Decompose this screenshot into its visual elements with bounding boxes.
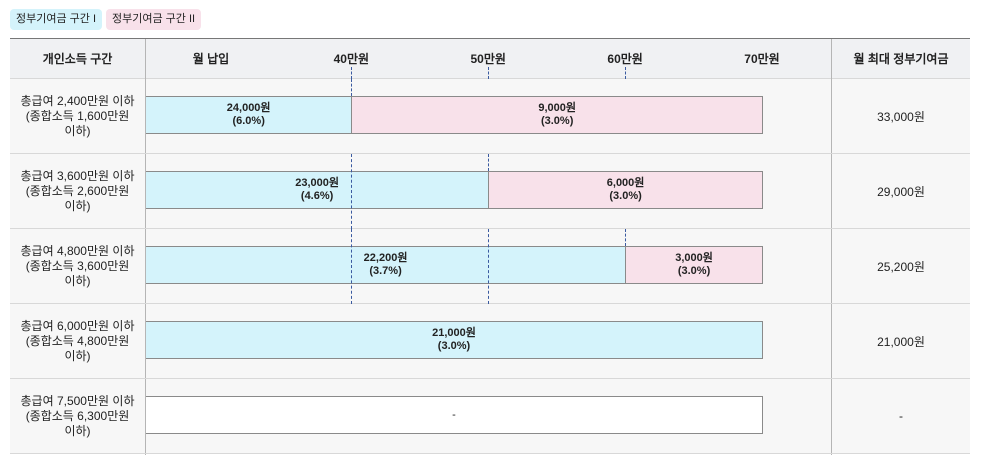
max-contribution-value: 29,000원: [877, 184, 925, 199]
segment-amount-label: 21,000원: [432, 327, 476, 339]
bar-segment-tier-2: 3,000원 (3.0%): [625, 247, 762, 283]
tier-boundary-line: [625, 67, 627, 79]
x-tick-label: 40만원: [333, 52, 370, 66]
income-bracket-line: (종합소득 1,600만원: [25, 108, 130, 123]
max-contribution-value: 25,200원: [877, 259, 925, 274]
tier-boundary-line: [351, 154, 353, 229]
tier-boundary-line: [351, 67, 353, 79]
income-bracket-line: 총급여 4,800만원 이하: [20, 243, 135, 258]
segment-amount-label: 3,000원: [675, 252, 713, 264]
income-bracket-label: 총급여 7,500만원 이하 (종합소득 6,300만원 이하): [10, 379, 145, 453]
max-contribution-value: 33,000원: [877, 109, 925, 124]
income-bracket-label: 총급여 2,400만원 이하 (종합소득 1,600만원 이하): [10, 79, 145, 153]
table-row: 총급여 2,400만원 이하 (종합소득 1,600만원 이하) 33,000원 24,…: [10, 79, 970, 154]
legend: 정부기여금 구간 I 정부기여금 구간 II: [10, 9, 202, 30]
tier-boundary-line: [625, 229, 627, 246]
income-bracket-line: (종합소득 4,800만원: [25, 333, 130, 348]
income-bracket-label: 총급여 6,000만원 이하 (종합소득 4,800만원 이하): [10, 304, 145, 378]
stacked-bar: 21,000원 (3.0%): [146, 321, 763, 359]
table-header: 개인소득 구간 월 납입 월 최대 정부기여금 40만원 50만원 60만원 70만원: [10, 39, 970, 79]
x-tick-label: 50만원: [470, 52, 506, 66]
segment-amount-label: 24,000원: [226, 102, 271, 114]
bar-segment-none: -: [146, 397, 762, 433]
divider-left: [145, 39, 146, 455]
bar-segment-tier-2: 6,000원 (3.0%): [488, 172, 762, 208]
income-bracket-line: 총급여 2,400만원 이하: [20, 93, 135, 108]
tier-boundary-line: [351, 229, 353, 304]
segment-amount-label: 23,000원: [295, 177, 339, 189]
income-bracket-line: 이하): [64, 348, 91, 363]
income-bracket-line: 총급여 7,500만원 이하: [20, 393, 135, 408]
segment-rate-label: (3.0%): [437, 340, 471, 352]
max-contribution-value: 21,000원: [877, 334, 925, 349]
table-row: 총급여 7,500만원 이하 (종합소득 6,300만원 이하) - -: [10, 379, 970, 454]
stacked-bar: 23,000원 (4.6%) 6,000원 (3.0%): [146, 171, 763, 209]
header-payment: 월 납입: [192, 52, 230, 66]
contribution-table: 개인소득 구간 월 납입 월 최대 정부기여금 40만원 50만원 60만원 70만원…: [10, 38, 970, 455]
tier-boundary-line: [488, 67, 490, 79]
stacked-bar: 24,000원 (6.0%) 9,000원 (3.0%): [146, 96, 763, 134]
bar-segment-tier-2: 9,000원 (3.0%): [351, 97, 762, 133]
table-row: 총급여 6,000만원 이하 (종합소득 4,800만원 이하) 21,000원 21,…: [10, 304, 970, 379]
income-bracket-line: 이하): [64, 198, 91, 213]
bar-segment-tier-1: 22,200원 (3.7%): [146, 247, 626, 283]
segment-rate-label: (4.6%): [300, 190, 334, 202]
segment-amount-label: 6,000원: [606, 177, 645, 189]
segment-rate-label: (3.0%): [677, 265, 711, 277]
segment-rate-label: (6.0%): [232, 115, 265, 127]
table-row: 총급여 4,800만원 이하 (종합소득 3,600만원 이하) 25,200원 22,…: [10, 229, 970, 304]
header-max-contribution: 월 최대 정부기여금: [853, 52, 949, 66]
income-bracket-line: 총급여 3,600만원 이하: [20, 168, 135, 183]
bar-segment-tier-1: 23,000원 (4.6%): [146, 172, 489, 208]
legend-item-tier-2: 정부기여금 구간 II: [106, 9, 202, 30]
income-bracket-line: (종합소득 2,600만원: [25, 183, 130, 198]
tier-boundary-line: [488, 229, 490, 304]
income-bracket-line: 이하): [64, 423, 91, 438]
segment-amount-label: 22,200원: [363, 252, 408, 264]
income-bracket-line: (종합소득 3,600만원: [25, 258, 130, 273]
legend-item-tier-1: 정부기여금 구간 I: [10, 9, 103, 30]
income-bracket-line: 이하): [64, 123, 91, 138]
x-tick-label: 70만원: [744, 52, 780, 66]
bar-segment-tier-1: 21,000원 (3.0%): [146, 322, 762, 358]
tier-boundary-line: [351, 79, 353, 96]
bar-segment-tier-1: 24,000원 (6.0%): [146, 97, 352, 133]
tier-boundary-line: [488, 154, 490, 171]
income-bracket-line: (종합소득 6,300만원: [25, 408, 130, 423]
income-bracket-label: 총급여 4,800만원 이하 (종합소득 3,600만원 이하): [10, 229, 145, 303]
income-bracket-line: 이하): [64, 273, 91, 288]
divider-right: [831, 39, 832, 455]
segment-amount-label: -: [452, 408, 456, 421]
segment-rate-label: (3.7%): [369, 265, 402, 277]
stacked-bar: 22,200원 (3.7%) 3,000원 (3.0%): [146, 246, 763, 284]
x-tick-label: 60만원: [607, 52, 643, 66]
income-bracket-label: 총급여 3,600만원 이하 (종합소득 2,600만원 이하): [10, 154, 145, 228]
stacked-bar: -: [146, 396, 763, 434]
segment-rate-label: (3.0%): [609, 190, 642, 202]
segment-rate-label: (3.0%): [540, 115, 574, 127]
income-bracket-line: 총급여 6,000만원 이하: [20, 318, 135, 333]
max-contribution-value: -: [899, 409, 903, 423]
table-row: 총급여 3,600만원 이하 (종합소득 2,600만원 이하) 29,000원 23,…: [10, 154, 970, 229]
segment-amount-label: 9,000원: [538, 102, 576, 114]
header-income: 개인소득 구간: [42, 52, 113, 66]
